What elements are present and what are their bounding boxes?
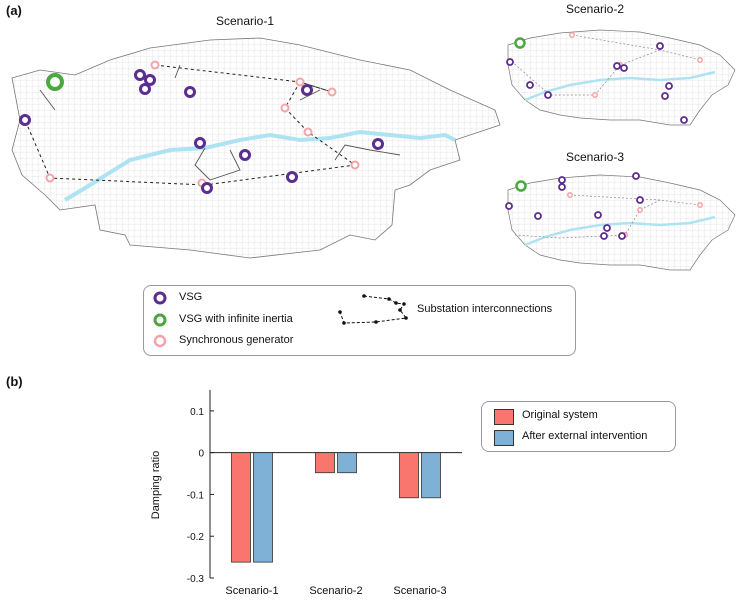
y-tick-label: -0.3 — [187, 574, 205, 585]
sync-gen-marker — [350, 160, 360, 170]
y-tick-label: -0.1 — [187, 490, 205, 501]
y-tick-label: 0.1 — [190, 407, 204, 418]
y-axis-label: Damping ratio — [150, 450, 162, 520]
vsg-marker — [184, 86, 196, 98]
river-scenario-2 — [524, 70, 716, 102]
y-tick-label: 0 — [198, 449, 204, 460]
vsg-infinite-marker — [46, 73, 64, 91]
bar-after-scenario-2 — [337, 452, 357, 474]
sync-gen-marker — [697, 57, 703, 63]
vsg-marker — [301, 84, 313, 96]
sync-gen-marker — [569, 32, 575, 38]
vsg-marker — [19, 114, 31, 126]
interconnection-legend-icon — [338, 294, 408, 325]
vsg-marker — [636, 196, 644, 204]
maps-figure — [11, 29, 736, 271]
vsg-marker — [594, 211, 602, 219]
sync-gen-marker — [45, 173, 55, 183]
chart-legend: Original system After external intervent… — [481, 401, 676, 452]
vsg-marker — [144, 74, 156, 86]
sync-gen-marker — [295, 77, 305, 87]
vsg-marker — [139, 83, 151, 95]
boundary-lines-scenario-1 — [39, 64, 401, 181]
vsg-marker — [558, 176, 566, 184]
sync-gen-marker — [150, 60, 160, 70]
vsg-infinite-marker — [514, 37, 526, 49]
vsg-marker — [656, 42, 664, 50]
vsg-infinite-marker — [515, 180, 527, 192]
vsg-legend-icon — [153, 291, 167, 305]
map-title-scenario-1: Scenario-1 — [215, 14, 275, 28]
map-title-scenario-2: Scenario-2 — [565, 2, 625, 16]
vsg-marker — [665, 82, 673, 90]
vsg-marker — [558, 183, 566, 191]
vsg-marker — [372, 138, 384, 150]
vsg-marker — [194, 137, 206, 149]
legend-label-original: Original system — [522, 409, 598, 421]
bar-original-scenario-3 — [399, 452, 419, 499]
vsg-marker — [506, 58, 514, 66]
vsg-marker — [600, 232, 608, 240]
vsg-marker — [134, 69, 146, 81]
legend-label-vsg-infinite: VSG with infinite inertia — [179, 313, 293, 325]
x-tick-label: Scenario-3 — [393, 585, 446, 597]
vsg-marker — [544, 91, 552, 99]
vsg-marker — [661, 92, 669, 100]
vsg-marker — [618, 232, 626, 240]
y-tick-label: -0.2 — [187, 532, 205, 543]
region-outline-scenario-1 — [11, 37, 501, 259]
map-scenario-1 — [11, 37, 501, 259]
vsg-marker — [613, 62, 621, 70]
bar-original-scenario-2 — [315, 452, 335, 474]
vsg-marker — [680, 116, 688, 124]
bar-original-scenario-1 — [231, 452, 251, 563]
vsg-marker — [534, 212, 542, 220]
panel-label-a: (a) — [6, 3, 22, 18]
legend-swatch-after — [494, 430, 514, 446]
map-scenario-3 — [505, 172, 736, 271]
x-tick-label: Scenario-1 — [225, 585, 278, 597]
sync-gen-marker — [592, 92, 598, 98]
map-legend: VSG VSG with infinite inertia Synchronou… — [143, 285, 576, 356]
vsg-marker — [239, 149, 251, 161]
bar-after-scenario-1 — [253, 452, 273, 563]
sync-gen-marker — [280, 103, 290, 113]
map-title-scenario-3: Scenario-3 — [565, 150, 625, 164]
river-scenario-1 — [63, 129, 456, 202]
river-scenario-3 — [524, 215, 716, 247]
map-scenario-2 — [506, 29, 736, 126]
legend-label-sync-gen: Synchronous generator — [179, 334, 294, 346]
bar-after-scenario-3 — [421, 452, 441, 499]
legend-label-vsg: VSG — [179, 291, 203, 303]
panel-label-b: (b) — [6, 374, 23, 389]
vsg-marker — [620, 64, 628, 72]
map-legend-symbols — [153, 291, 408, 348]
legend-swatch-original — [494, 409, 514, 425]
interconnection-lines-scenario-3 — [514, 194, 701, 239]
vsg-marker — [286, 171, 298, 183]
vsg-infinite-legend-icon — [153, 313, 167, 327]
vsg-marker — [505, 202, 513, 210]
legend-label-interconnections: Substation interconnections — [417, 303, 553, 315]
x-tick-label: Scenario-2 — [309, 585, 362, 597]
vsg-marker — [632, 172, 640, 180]
legend-label-after: After external intervention — [522, 430, 648, 442]
sync-gen-marker — [327, 87, 337, 97]
sync-gen-marker — [567, 192, 573, 198]
vsg-marker — [526, 81, 534, 89]
sync-gen-legend-icon — [153, 334, 167, 348]
vsg-marker — [201, 182, 213, 194]
vsg-marker — [603, 224, 611, 232]
sync-gen-marker — [697, 202, 703, 208]
sync-gen-marker — [637, 207, 643, 213]
sync-gen-marker — [303, 127, 313, 137]
